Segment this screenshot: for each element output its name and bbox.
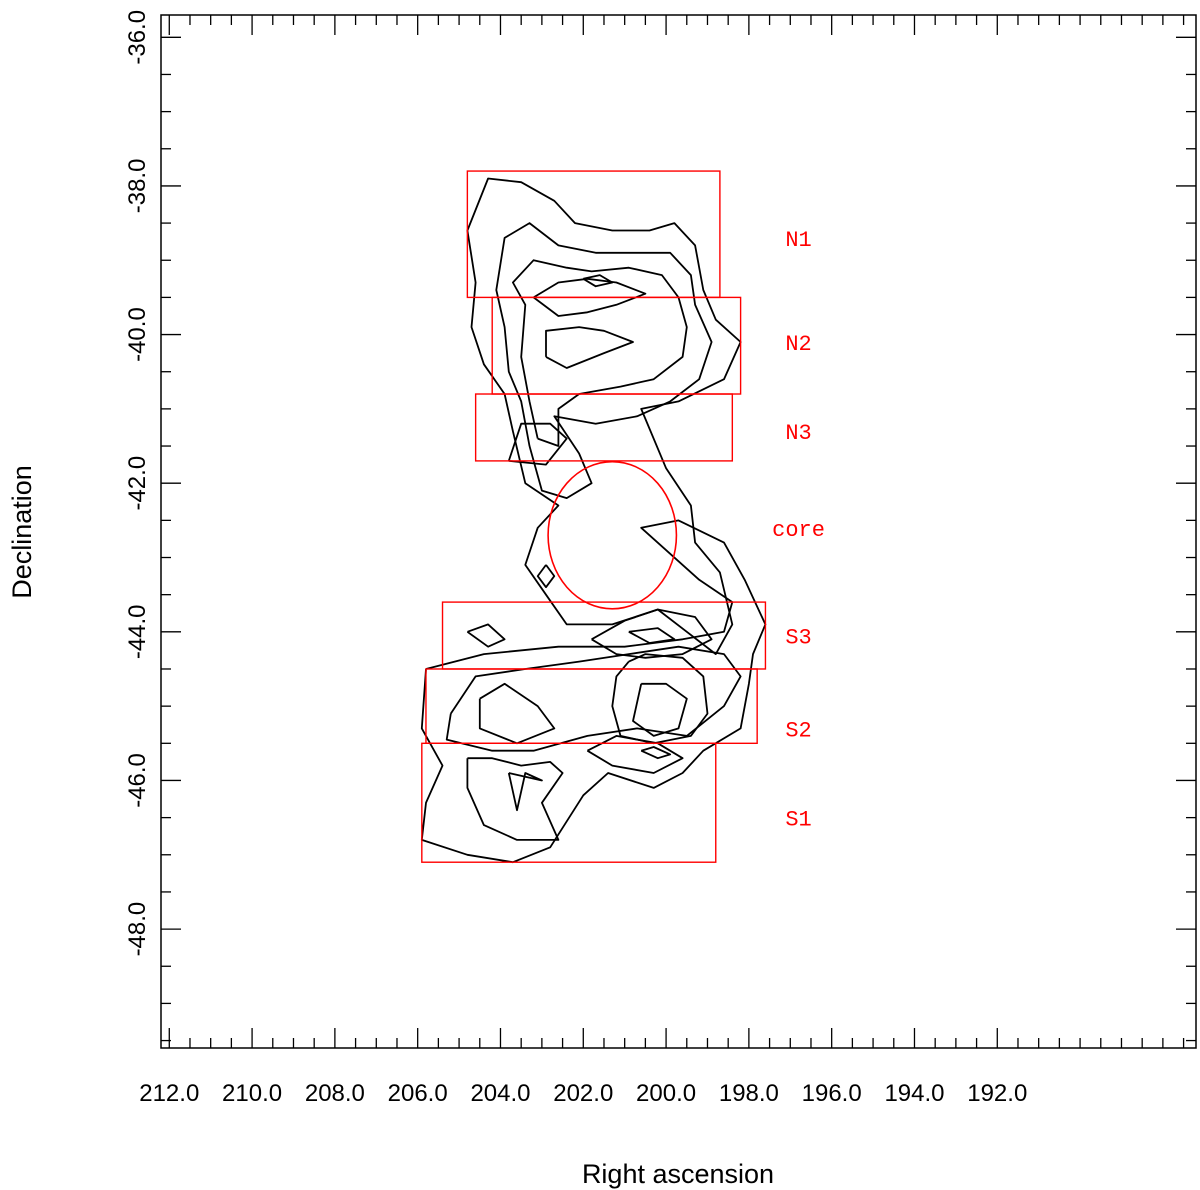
- y-tick-label: -42.0: [124, 456, 151, 511]
- contour-line: [507, 422, 568, 466]
- x-tick-label: 200.0: [636, 1080, 696, 1107]
- y-axis-title: Declination: [7, 465, 37, 599]
- y-tick-labels: -36.0 -38.0 -40.0 -42.0 -44.0 -46.0 -48.0: [124, 10, 151, 957]
- region-label: N1: [785, 228, 811, 253]
- axis-ticks: [161, 15, 1196, 1048]
- contour-line: [632, 682, 688, 737]
- contour-lines: [420, 177, 767, 864]
- contour-line: [512, 259, 688, 447]
- y-tick-label: -48.0: [124, 902, 151, 957]
- contour-line: [466, 757, 564, 841]
- contour-line: [586, 735, 684, 774]
- region-box: [441, 601, 767, 670]
- region-label: core: [772, 518, 825, 543]
- contour-line: [582, 274, 614, 288]
- contour-line: [466, 177, 742, 655]
- region-circle: [547, 460, 678, 610]
- plot-frame: [160, 14, 1197, 1049]
- contour-line: [611, 653, 709, 745]
- region-overlays: [421, 170, 767, 863]
- y-tick-label: -36.0: [124, 10, 151, 65]
- contour-line: [640, 746, 672, 760]
- contour-line: [533, 277, 647, 317]
- x-tick-label: 192.0: [967, 1080, 1027, 1107]
- contour-line: [536, 564, 556, 589]
- x-tick-label: 196.0: [802, 1080, 862, 1107]
- contour-line: [445, 645, 742, 752]
- x-tick-label: 206.0: [388, 1080, 448, 1107]
- contour-line: [466, 623, 506, 648]
- contour-line: [591, 608, 713, 659]
- contour-line: [420, 519, 767, 864]
- region-label: S1: [785, 808, 811, 833]
- x-axis-title: Right ascension: [582, 1159, 774, 1189]
- contour-line: [628, 627, 676, 644]
- region-label: S3: [785, 626, 811, 651]
- y-tick-label: -40.0: [124, 307, 151, 362]
- contour-line: [478, 682, 556, 745]
- y-tick-label: -46.0: [124, 753, 151, 808]
- region-box: [474, 393, 734, 462]
- region-label: S2: [785, 718, 811, 743]
- x-tick-label: 210.0: [222, 1080, 282, 1107]
- x-tick-label: 208.0: [305, 1080, 365, 1107]
- contour-line: [495, 222, 713, 500]
- region-labels: N1 N2 N3 core S3 S2 S1: [772, 228, 825, 833]
- x-tick-label: 212.0: [139, 1080, 199, 1107]
- region-box: [421, 742, 717, 863]
- y-tick-label: -44.0: [124, 604, 151, 659]
- x-tick-label: 198.0: [719, 1080, 779, 1107]
- y-tick-label: -38.0: [124, 159, 151, 214]
- x-tick-labels: 212.0 210.0 208.0 206.0 204.0 202.0 200.0 198.0…: [139, 1080, 1027, 1107]
- x-tick-label: 202.0: [553, 1080, 613, 1107]
- region-label: N2: [785, 332, 811, 357]
- region-box: [491, 296, 742, 395]
- region-box: [466, 170, 721, 299]
- contour-line: [507, 772, 543, 812]
- x-tick-label: 204.0: [470, 1080, 530, 1107]
- contour-line: [545, 326, 634, 369]
- region-label: N3: [785, 421, 811, 446]
- x-tick-label: 194.0: [884, 1080, 944, 1107]
